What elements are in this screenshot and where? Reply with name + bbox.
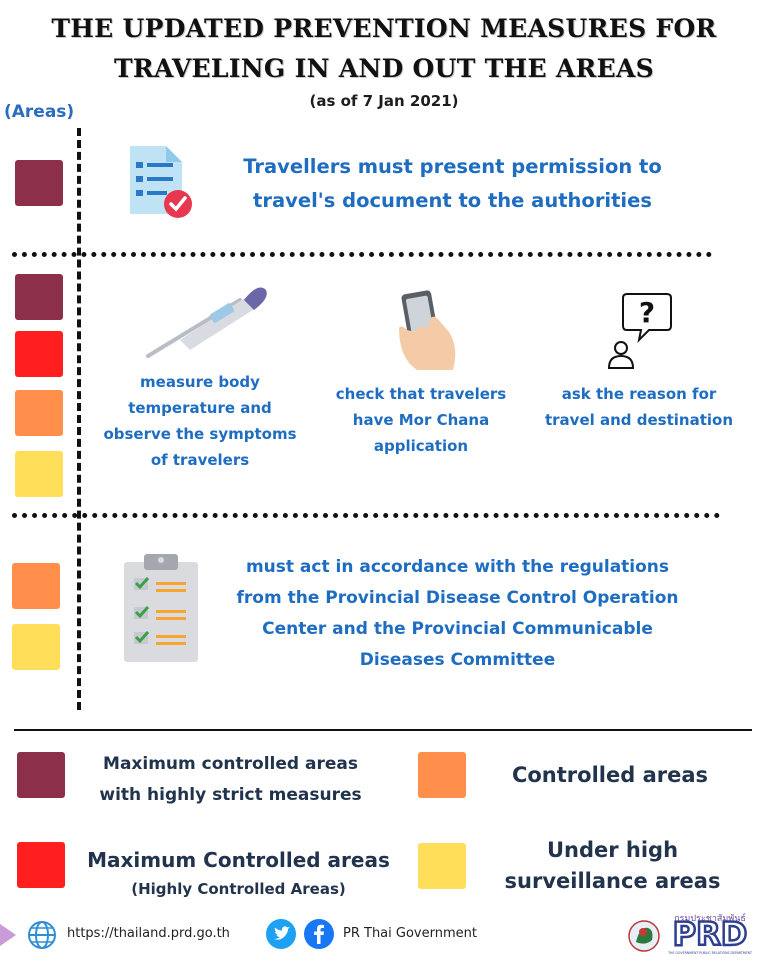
item-line: application bbox=[373, 437, 469, 455]
legend-maximum: Maximum Controlled areas (Highly Control… bbox=[66, 845, 411, 903]
legend-line: Under high bbox=[546, 838, 679, 862]
svg-text:?: ? bbox=[639, 296, 655, 329]
item-measure-temperature: measure body temperature and observe the… bbox=[95, 369, 305, 473]
legend-high-surveillance: Under high surveillance areas bbox=[485, 835, 740, 897]
area-color-controlled bbox=[15, 390, 63, 436]
legend-color-maximum bbox=[17, 842, 65, 888]
area-color-maximum bbox=[15, 331, 63, 377]
area-color-controlled bbox=[12, 563, 60, 609]
section-divider-1 bbox=[12, 252, 712, 257]
section3-line: Center and the Provincial Communicable bbox=[262, 619, 653, 639]
legend-divider bbox=[14, 729, 752, 731]
item-line: have Mor Chana bbox=[352, 411, 490, 429]
item-line: travel and destination bbox=[544, 411, 733, 429]
legend-color-maximum-strict bbox=[17, 752, 65, 798]
date-subtitle: (as of 7 Jan 2021) bbox=[309, 92, 459, 110]
legend-line: with highly strict measures bbox=[99, 785, 362, 805]
social-account-name[interactable]: PR Thai Government bbox=[343, 926, 477, 941]
section-divider-2 bbox=[12, 513, 720, 518]
vertical-divider bbox=[77, 128, 81, 710]
area-color-maximum-strict bbox=[15, 274, 63, 320]
website-link[interactable]: https://thailand.prd.go.th bbox=[67, 926, 230, 941]
legend-color-high-surveillance bbox=[418, 843, 466, 889]
section1-line-1: Travellers must present permission to bbox=[243, 155, 662, 178]
logo-thai-text: กรมประชาสัมพันธ์ bbox=[674, 912, 746, 924]
areas-label: (Areas) bbox=[4, 102, 75, 122]
item-line: observe the symptoms bbox=[103, 425, 297, 443]
area-color-maximum-strict bbox=[15, 160, 63, 206]
logo-subtext: THE GOVERNMENT PUBLIC RELATIONS DEPARTME… bbox=[667, 951, 752, 955]
legend-line: (Highly Controlled Areas) bbox=[131, 880, 346, 898]
area-color-high-surveillance bbox=[12, 624, 60, 670]
section1-text: Travellers must present permission to tr… bbox=[205, 150, 700, 218]
clipboard-checklist-icon bbox=[122, 552, 200, 664]
item-line: ask the reason for bbox=[561, 385, 717, 403]
area-color-high-surveillance bbox=[15, 451, 63, 497]
item-line: of travelers bbox=[150, 451, 250, 469]
logo-text: PRD bbox=[673, 915, 748, 953]
footer-arrow-decoration bbox=[0, 924, 16, 946]
section3-line: from the Provincial Disease Control Oper… bbox=[236, 588, 679, 608]
item-line: check that travelers bbox=[335, 385, 507, 403]
legend-color-controlled bbox=[418, 752, 466, 798]
legend-controlled: Controlled areas bbox=[511, 763, 709, 787]
document-check-icon bbox=[126, 142, 198, 222]
thermometer-icon bbox=[140, 278, 270, 362]
smartphone-hand-icon bbox=[397, 288, 467, 372]
legend-line: Maximum controlled areas bbox=[103, 754, 358, 774]
title-line-1: THE UPDATED PREVENTION MEASURES FOR bbox=[51, 14, 717, 43]
section3-line: must act in accordance with the regulati… bbox=[245, 557, 670, 577]
item-line: temperature and bbox=[128, 399, 272, 417]
globe-icon bbox=[27, 920, 57, 950]
twitter-icon[interactable] bbox=[266, 919, 296, 949]
section3-line: Diseases Committee bbox=[359, 650, 556, 670]
prd-logo: PRD กรมประชาสัมพันธ์ THE GOVERNMENT PUBL… bbox=[624, 912, 760, 958]
legend-line: Maximum Controlled areas bbox=[87, 848, 390, 872]
item-check-mor-chana: check that travelers have Mor Chana appl… bbox=[318, 381, 524, 459]
section1-line-2: travel's document to the authorities bbox=[253, 189, 652, 212]
title-line-2: TRAVELING IN AND OUT THE AREAS bbox=[113, 54, 655, 83]
legend-line: surveillance areas bbox=[504, 869, 721, 893]
item-line: measure body bbox=[140, 373, 260, 391]
facebook-icon[interactable] bbox=[304, 919, 334, 949]
person-question-icon: ? bbox=[605, 290, 675, 372]
item-ask-reason: ask the reason for travel and destinatio… bbox=[535, 381, 743, 433]
section3-text: must act in accordance with the regulati… bbox=[210, 552, 705, 676]
legend-maximum-strict: Maximum controlled areas with highly str… bbox=[78, 749, 383, 811]
